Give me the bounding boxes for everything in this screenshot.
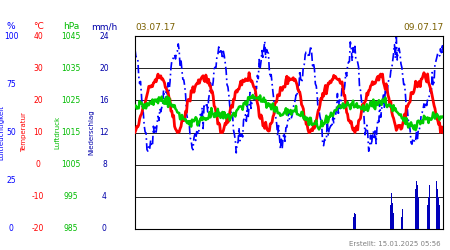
Text: 09.07.17: 09.07.17: [403, 24, 443, 32]
Bar: [436, 180, 437, 229]
Bar: [429, 185, 430, 229]
Text: Erstellt: 15.01.2025 05:56: Erstellt: 15.01.2025 05:56: [349, 242, 441, 248]
Text: Niederschlag: Niederschlag: [88, 110, 94, 155]
Text: Luftfeuchtigkeit: Luftfeuchtigkeit: [0, 105, 5, 160]
Bar: [418, 197, 419, 229]
Text: 20: 20: [99, 64, 109, 73]
Text: 985: 985: [64, 224, 78, 233]
Text: 25: 25: [6, 176, 16, 185]
Text: %: %: [7, 22, 16, 31]
Text: 4: 4: [102, 192, 107, 201]
Text: -20: -20: [32, 224, 45, 233]
Bar: [391, 193, 392, 229]
Text: mm/h: mm/h: [91, 22, 117, 31]
Text: 0: 0: [36, 160, 40, 169]
Text: hPa: hPa: [63, 22, 79, 31]
Text: Temperatur: Temperatur: [21, 112, 27, 152]
Bar: [415, 189, 416, 229]
Text: 24: 24: [99, 32, 109, 41]
Text: °C: °C: [33, 22, 44, 31]
Bar: [354, 213, 356, 229]
Text: 1025: 1025: [62, 96, 81, 105]
Text: 16: 16: [99, 96, 109, 105]
Text: 995: 995: [64, 192, 78, 201]
Bar: [401, 217, 402, 229]
Text: 50: 50: [6, 128, 16, 137]
Bar: [390, 205, 392, 229]
Text: -10: -10: [32, 192, 45, 201]
Bar: [427, 205, 428, 229]
Text: 10: 10: [33, 128, 43, 137]
Text: 8: 8: [102, 160, 107, 169]
Text: 40: 40: [33, 32, 43, 41]
Text: 75: 75: [6, 80, 16, 89]
Text: 1005: 1005: [61, 160, 81, 169]
Text: 1035: 1035: [61, 64, 81, 73]
Text: 100: 100: [4, 32, 18, 41]
Text: 20: 20: [33, 96, 43, 105]
Bar: [438, 197, 439, 229]
Bar: [393, 213, 394, 229]
Bar: [353, 217, 355, 229]
Text: 1015: 1015: [62, 128, 81, 137]
Text: Luftdruck: Luftdruck: [54, 116, 60, 149]
Text: 30: 30: [33, 64, 43, 73]
Text: 0: 0: [102, 224, 107, 233]
Text: 0: 0: [9, 224, 14, 233]
Text: 03.07.17: 03.07.17: [135, 24, 175, 32]
Text: 1045: 1045: [61, 32, 81, 41]
Bar: [402, 209, 403, 229]
Bar: [439, 205, 440, 229]
Text: 12: 12: [99, 128, 109, 137]
Bar: [392, 203, 393, 229]
Bar: [416, 180, 417, 229]
Bar: [437, 189, 438, 229]
Bar: [428, 197, 429, 229]
Bar: [417, 185, 418, 229]
